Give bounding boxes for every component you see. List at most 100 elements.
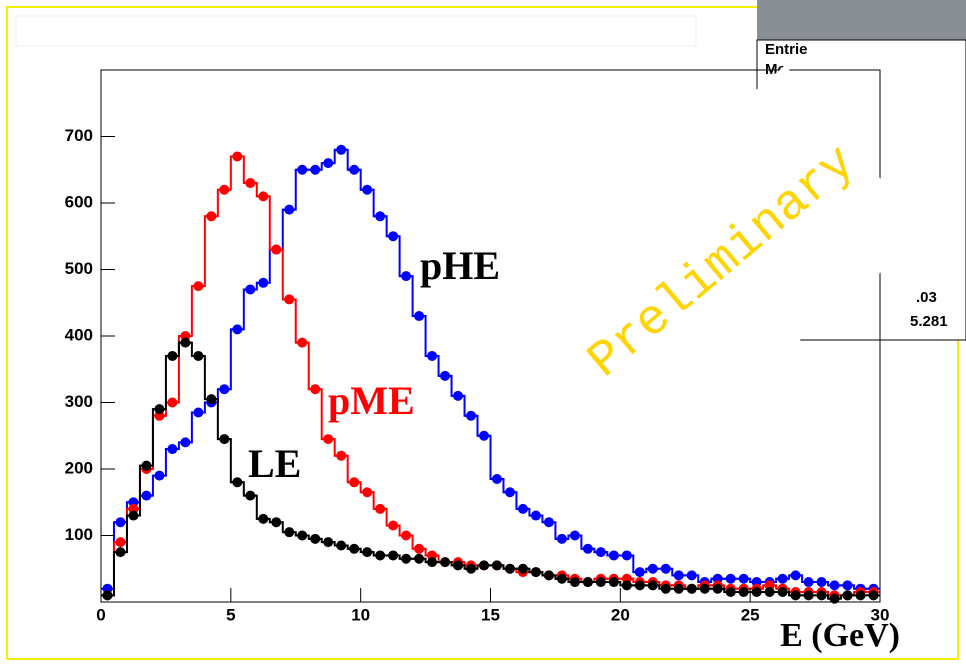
bin-marker — [362, 547, 373, 558]
bin-marker — [453, 390, 464, 401]
x-tick-label: 0 — [96, 605, 105, 624]
bin-marker — [660, 563, 671, 574]
bin-marker — [219, 384, 230, 395]
bin-marker — [245, 490, 256, 501]
bin-marker — [141, 460, 152, 471]
bin-marker — [115, 517, 126, 528]
bin-marker — [154, 470, 165, 481]
bin-marker — [440, 370, 451, 381]
bin-marker — [349, 164, 360, 175]
bin-marker — [102, 590, 113, 601]
bin-marker — [842, 590, 853, 601]
bin-marker — [530, 510, 541, 521]
bin-marker — [258, 513, 269, 524]
bin-marker — [725, 573, 736, 584]
bin-marker — [673, 583, 684, 594]
bin-marker — [660, 583, 671, 594]
bin-marker — [504, 563, 515, 574]
bin-marker — [686, 570, 697, 581]
bin-marker — [621, 580, 632, 591]
x-tick-label: 10 — [351, 605, 370, 624]
bin-marker — [388, 231, 399, 242]
bin-marker — [621, 550, 632, 561]
bin-marker — [543, 570, 554, 581]
bin-marker — [258, 277, 269, 288]
bin-marker — [323, 158, 334, 169]
bin-marker — [725, 587, 736, 598]
bin-marker — [582, 577, 593, 588]
bin-marker — [595, 547, 606, 558]
bin-marker — [634, 567, 645, 578]
bin-marker — [738, 573, 749, 584]
bin-marker — [517, 503, 528, 514]
bin-marker — [349, 543, 360, 554]
bin-marker — [284, 204, 295, 215]
bin-marker — [284, 294, 295, 305]
bin-marker — [232, 477, 243, 488]
bin-marker — [154, 404, 165, 415]
bin-marker — [414, 543, 425, 554]
bin-marker — [427, 350, 438, 361]
bin-marker — [336, 144, 347, 155]
bin-marker — [310, 533, 321, 544]
bin-marker — [686, 583, 697, 594]
bin-marker — [673, 570, 684, 581]
bin-marker — [271, 517, 282, 528]
bin-marker — [323, 434, 334, 445]
bin-marker — [504, 487, 515, 498]
y-tick-label: 200 — [65, 458, 93, 477]
bin-marker — [128, 510, 139, 521]
y-tick-label: 400 — [65, 325, 93, 344]
bin-marker — [206, 211, 217, 222]
y-tick-label: 500 — [65, 259, 93, 278]
bin-marker — [829, 593, 840, 604]
bin-marker — [608, 577, 619, 588]
bin-marker — [414, 553, 425, 564]
bin-marker — [167, 444, 178, 455]
bin-marker — [608, 550, 619, 561]
bin-marker — [414, 311, 425, 322]
bin-marker — [206, 394, 217, 405]
bin-marker — [245, 178, 256, 189]
bin-marker — [556, 533, 567, 544]
bin-marker — [323, 537, 334, 548]
bin-marker — [297, 530, 308, 541]
bin-marker — [582, 543, 593, 554]
bin-marker — [479, 430, 490, 441]
bin-marker — [751, 587, 762, 598]
bin-marker — [466, 410, 477, 421]
x-tick-label: 20 — [611, 605, 630, 624]
bin-marker — [803, 590, 814, 601]
bin-marker — [829, 580, 840, 591]
bin-marker — [401, 530, 412, 541]
bin-marker — [699, 583, 710, 594]
bin-marker — [647, 563, 658, 574]
bin-marker — [453, 560, 464, 571]
bin-marker — [790, 570, 801, 581]
bin-marker — [595, 577, 606, 588]
y-tick-label: 300 — [65, 392, 93, 411]
x-axis-label: E (GeV) — [780, 617, 900, 654]
bin-marker — [141, 490, 152, 501]
bin-marker — [777, 587, 788, 598]
bin-marker — [362, 184, 373, 195]
bin-marker — [297, 337, 308, 348]
bin-marker — [232, 324, 243, 335]
series-label: pME — [328, 378, 415, 423]
bin-marker — [803, 577, 814, 588]
bin-marker — [232, 151, 243, 162]
bin-marker — [777, 573, 788, 584]
bin-marker — [375, 550, 386, 561]
bin-marker — [790, 590, 801, 601]
bin-marker — [349, 477, 360, 488]
stats-text: 5.281 — [910, 313, 948, 330]
bin-marker — [764, 587, 775, 598]
bin-marker — [427, 557, 438, 568]
bin-marker — [491, 473, 502, 484]
bin-marker — [336, 540, 347, 551]
bin-marker — [479, 560, 490, 571]
bin-marker — [855, 590, 866, 601]
y-tick-label: 100 — [65, 525, 93, 544]
bin-marker — [868, 590, 879, 601]
bin-marker — [816, 590, 827, 601]
